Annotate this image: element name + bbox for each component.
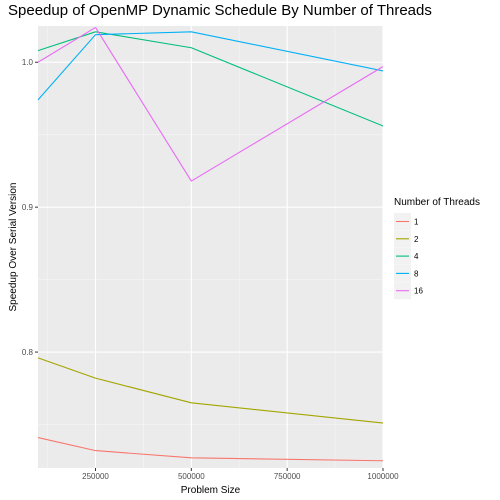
series-line-2 [37,357,384,424]
y-tick-label: 1.0 [22,58,34,67]
legend-label-16: 16 [414,287,423,296]
x-tick-label: 1000000 [367,472,399,481]
series-line-4 [37,31,384,127]
legend-label-4: 4 [414,252,419,261]
legend-label-8: 8 [414,269,419,278]
plot-panel [38,26,383,468]
series-line-16 [37,26,384,182]
legend-title: Number of Threads [394,197,480,208]
x-axis-title: Problem Size [181,485,241,496]
legend-label-1: 1 [414,218,419,227]
series-line-1 [37,437,384,462]
x-tick-label: 500000 [178,472,205,481]
chart-title: Speedup of OpenMP Dynamic Schedule By Nu… [8,2,432,19]
series-line-8 [37,31,384,101]
y-tick-label: 0.9 [22,203,34,212]
legend-label-2: 2 [414,235,419,244]
x-tick-label: 250000 [82,472,109,481]
y-axis-title: Speedup Over Serial Version [8,183,19,312]
y-tick-label: 0.8 [22,348,34,357]
x-tick-label: 750000 [274,472,301,481]
